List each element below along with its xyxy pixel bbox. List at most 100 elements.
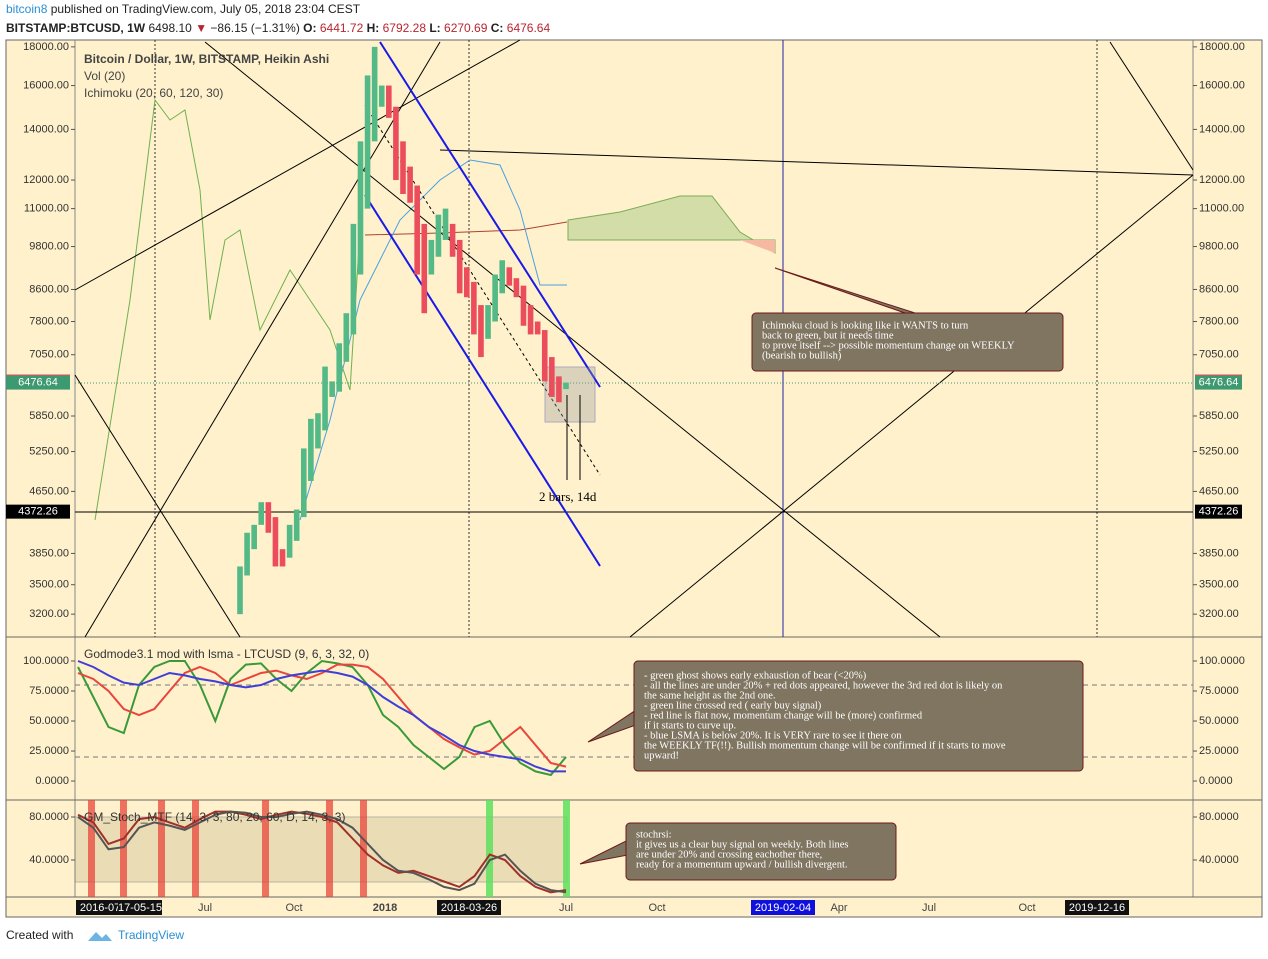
candle-body bbox=[308, 418, 314, 481]
y-tick-label: 14000.00 bbox=[23, 123, 69, 135]
y-tick-label: 0.0000 bbox=[35, 775, 69, 787]
candle-body bbox=[293, 509, 300, 541]
indicator-line bbox=[77, 659, 567, 777]
candle-body bbox=[300, 448, 307, 518]
candle-body bbox=[400, 141, 406, 195]
candle-body bbox=[414, 185, 420, 275]
time-label-box bbox=[118, 900, 162, 915]
candle-body bbox=[513, 278, 520, 298]
text-part: ▼ bbox=[195, 21, 207, 35]
note-line: if it starts to curve up. bbox=[644, 720, 736, 731]
x-tick-label: Apr bbox=[830, 902, 847, 914]
text-part: 6498.10 bbox=[148, 21, 192, 35]
y-tick-label: 9800.00 bbox=[29, 240, 69, 252]
candle-body bbox=[485, 305, 491, 339]
signal-bar bbox=[326, 800, 333, 897]
y-tick-label: 75.0000 bbox=[29, 685, 69, 697]
candle-body bbox=[386, 85, 392, 118]
legend-entry: Ichimoku (20, 60, 120, 30) bbox=[84, 86, 223, 100]
candle-body bbox=[506, 267, 513, 286]
candle-body bbox=[549, 357, 555, 397]
text-part: L: bbox=[429, 21, 440, 35]
note-line: back to green, but it needs time bbox=[762, 330, 894, 341]
brand: TradingView bbox=[118, 928, 184, 942]
time-label-box bbox=[751, 900, 815, 915]
x-tick-label: Jul bbox=[922, 902, 936, 914]
x-tick-label: Jul bbox=[198, 902, 212, 914]
created-with: Created with bbox=[6, 928, 73, 942]
candle-body bbox=[357, 141, 364, 275]
x-tick-label: 2018 bbox=[373, 902, 397, 914]
note-line: stochrsi: bbox=[636, 829, 672, 840]
trend-line bbox=[74, 39, 521, 291]
y-tick-label: 80.0000 bbox=[29, 811, 69, 823]
y-tick-label: 14000.00 bbox=[1199, 123, 1245, 135]
candle-body bbox=[563, 382, 569, 390]
y-tick-label: 100.0000 bbox=[1199, 655, 1245, 667]
y-tick-label: 25.0000 bbox=[29, 745, 69, 757]
trend-line bbox=[74, 374, 241, 638]
y-tick-label: 3850.00 bbox=[29, 547, 69, 559]
note: stochrsi:it gives us a clear buy signal … bbox=[625, 822, 897, 881]
candle-body bbox=[343, 313, 350, 362]
channel-line bbox=[379, 41, 601, 388]
time-label-box bbox=[1065, 900, 1129, 915]
signal-bar bbox=[360, 800, 367, 897]
note-line: - red line is flat now, momentum change … bbox=[644, 710, 923, 721]
y-tick-label: 3850.00 bbox=[1199, 547, 1239, 559]
legend-entry: Bitcoin / Dollar, 1W, BITSTAMP, Heikin A… bbox=[84, 52, 329, 66]
y-tick-label: 3200.00 bbox=[1199, 608, 1239, 620]
note-line: - green ghost shows early exhaustion of … bbox=[644, 670, 867, 681]
trend-line bbox=[1109, 41, 1194, 171]
price-label: 6476.64 bbox=[18, 376, 58, 388]
price-label-box bbox=[6, 504, 70, 519]
note-line: upward! bbox=[644, 750, 679, 761]
candle-body bbox=[449, 223, 456, 257]
candle-body bbox=[407, 166, 413, 203]
indicator-line bbox=[77, 663, 567, 768]
note-line: ready for a momentum upward / bullish di… bbox=[636, 859, 848, 870]
candle-body bbox=[286, 524, 293, 558]
text-part: published on TradingView.com, July 05, 2… bbox=[51, 2, 361, 16]
candle-body bbox=[237, 566, 243, 615]
text-part: 6441.72 bbox=[320, 21, 364, 35]
candle-body bbox=[315, 413, 321, 449]
indicator-title: Godmode3.1 mod with lsma - LTCUSD (9, 6,… bbox=[84, 647, 369, 661]
x-tick-label: Oct bbox=[648, 902, 665, 914]
note-line: it gives us a clear buy signal on weekly… bbox=[636, 839, 849, 850]
y-tick-label: 18000.00 bbox=[1199, 41, 1245, 53]
candle-body bbox=[265, 502, 272, 533]
candle-body bbox=[393, 106, 399, 181]
y-tick-label: 25.0000 bbox=[1199, 745, 1239, 757]
y-tick-label: 5850.00 bbox=[29, 410, 69, 422]
y-tick-label: 8600.00 bbox=[1199, 283, 1239, 295]
candle-body bbox=[520, 285, 527, 326]
chart-frame bbox=[5, 39, 1263, 918]
ichimoku-base bbox=[364, 221, 568, 236]
publish-line: bitcoin8 published on TradingView.com, J… bbox=[6, 2, 361, 16]
signal-bar bbox=[88, 800, 95, 897]
text-part: −86.15 (−1.31%) bbox=[210, 21, 299, 35]
y-tick-label: 7800.00 bbox=[1199, 315, 1239, 327]
x-tick-label: Oct bbox=[285, 902, 302, 914]
candle-body bbox=[272, 517, 279, 567]
annotation: 2 bars, 14d bbox=[539, 489, 597, 504]
y-tick-label: 100.0000 bbox=[23, 655, 69, 667]
text-part: 6476.64 bbox=[507, 21, 551, 35]
signal-bar bbox=[120, 800, 127, 897]
note-line: - green line crossed red ( early buy sig… bbox=[644, 700, 822, 711]
text-part: O: bbox=[303, 21, 316, 35]
note-box bbox=[633, 660, 1084, 772]
text-part: C: bbox=[491, 21, 504, 35]
x-tick-label: Jul bbox=[559, 902, 573, 914]
price-label: 4372.26 bbox=[18, 506, 58, 518]
y-tick-label: 50.0000 bbox=[1199, 715, 1239, 727]
y-tick-label: 5250.00 bbox=[1199, 445, 1239, 457]
note-line: the WEEKLY TF(!!). Bullish momentum chan… bbox=[644, 740, 1006, 751]
y-tick-label: 12000.00 bbox=[1199, 174, 1245, 186]
note: Ichimoku cloud is looking like it WANTS … bbox=[751, 312, 1064, 372]
ichimoku-lagging bbox=[94, 98, 361, 521]
signal-bar bbox=[486, 800, 493, 897]
candle-body bbox=[251, 524, 257, 550]
